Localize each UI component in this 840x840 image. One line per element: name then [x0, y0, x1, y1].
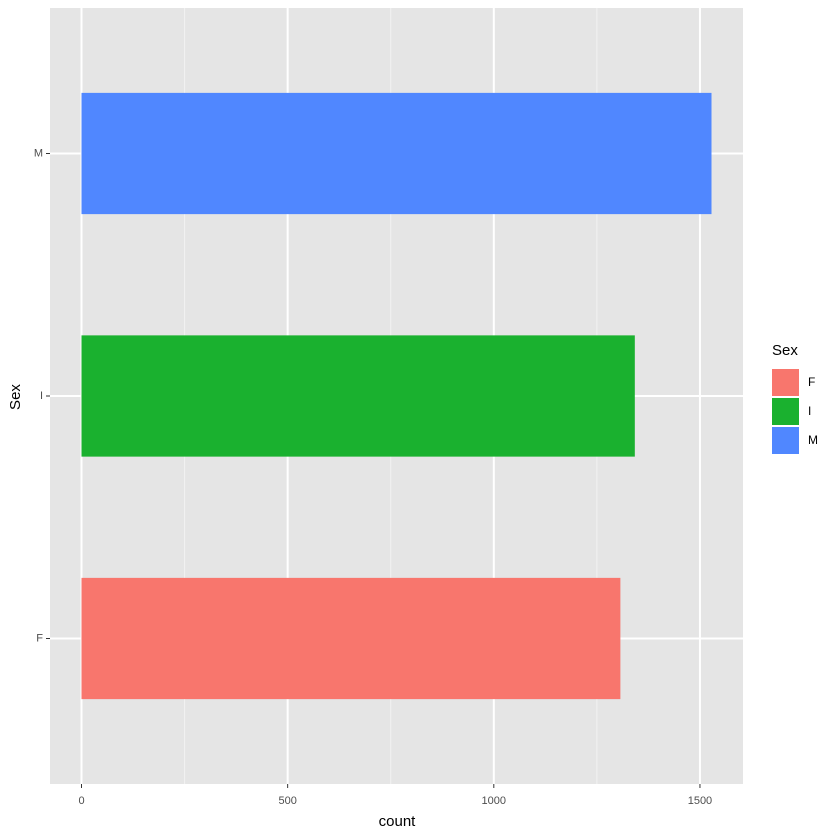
legend-label: F — [808, 375, 815, 389]
y-tick-label: I — [40, 390, 43, 402]
x-tick-label: 1500 — [688, 795, 712, 807]
x-axis-title: count — [379, 813, 417, 830]
y-axis-title: Sex — [7, 384, 24, 410]
x-tick-label: 1000 — [482, 795, 506, 807]
x-tick-label: 500 — [278, 795, 296, 807]
bar — [81, 335, 635, 457]
legend-label: I — [808, 404, 811, 418]
legend-title: Sex — [772, 342, 798, 359]
y-tick-label: M — [34, 147, 43, 159]
y-tick-label: F — [36, 632, 43, 644]
bar — [81, 577, 621, 700]
bar — [81, 92, 712, 215]
legend-key — [772, 427, 799, 454]
legend-key — [772, 369, 799, 396]
legend-key — [772, 398, 799, 425]
x-tick-label: 0 — [78, 795, 84, 807]
legend-label: M — [808, 433, 818, 447]
